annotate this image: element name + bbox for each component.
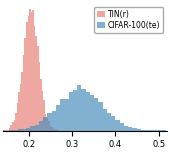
Bar (43, 100, 45, 131)
Bar (145, 130, 149, 131)
Bar (47, 113, 52, 131)
Bar (120, 123, 124, 131)
Bar (13, 120, 15, 131)
Bar (9, 128, 10, 131)
Bar (103, 109, 107, 131)
Bar (9, 130, 13, 131)
Bar (18, 92, 20, 131)
Bar (10, 125, 12, 131)
Bar (32, 10, 34, 131)
Bar (21, 72, 23, 131)
Bar (54, 130, 56, 131)
Bar (43, 117, 47, 131)
Bar (86, 92, 90, 131)
Bar (115, 120, 120, 131)
Bar (42, 91, 43, 131)
Bar (137, 129, 141, 131)
Bar (56, 105, 60, 131)
Bar (90, 95, 94, 131)
Bar (29, 9, 31, 131)
Bar (35, 36, 37, 131)
Bar (48, 121, 49, 131)
Bar (94, 98, 98, 131)
Bar (81, 89, 86, 131)
Bar (35, 125, 39, 131)
Bar (12, 122, 13, 131)
Bar (26, 128, 30, 131)
Bar (107, 113, 111, 131)
Bar (52, 111, 56, 131)
Bar (40, 79, 42, 131)
Bar (128, 127, 132, 131)
Bar (26, 22, 28, 131)
Bar (132, 128, 137, 131)
Bar (22, 129, 26, 131)
Legend: TIN(r), CIFAR-100(te): TIN(r), CIFAR-100(te) (94, 7, 163, 33)
Bar (24, 38, 26, 131)
Bar (46, 117, 48, 131)
Bar (39, 121, 43, 131)
Bar (56, 129, 57, 131)
Bar (98, 102, 103, 131)
Bar (39, 62, 40, 131)
Bar (34, 26, 35, 131)
Bar (64, 99, 69, 131)
Bar (77, 85, 81, 131)
Bar (49, 125, 51, 131)
Bar (31, 12, 32, 131)
Bar (141, 130, 145, 131)
Bar (124, 126, 128, 131)
Bar (73, 90, 77, 131)
Bar (7, 130, 9, 131)
Bar (4, 130, 6, 131)
Bar (30, 126, 35, 131)
Bar (17, 103, 18, 131)
Bar (45, 114, 46, 131)
Bar (15, 113, 17, 131)
Bar (37, 46, 39, 131)
Bar (23, 55, 24, 131)
Bar (53, 129, 54, 131)
Bar (6, 130, 7, 131)
Bar (57, 130, 59, 131)
Bar (13, 130, 18, 131)
Bar (111, 116, 115, 131)
Bar (149, 130, 154, 131)
Bar (20, 84, 21, 131)
Bar (28, 16, 29, 131)
Bar (51, 127, 53, 131)
Bar (60, 99, 64, 131)
Bar (18, 130, 22, 131)
Bar (69, 92, 73, 131)
